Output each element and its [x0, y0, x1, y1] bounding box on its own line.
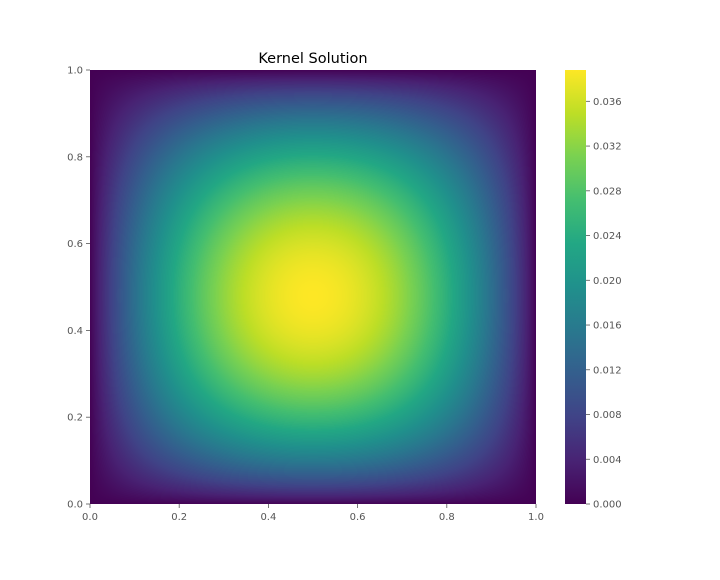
y-tick-label: 0.6	[67, 239, 83, 250]
colorbar-tick-label: 0.032	[593, 142, 622, 153]
colorbar-tick-label: 0.012	[593, 365, 622, 376]
x-tick-label: 1.0	[528, 512, 544, 523]
colorbar-tick-label: 0.036	[593, 97, 622, 108]
y-tick-label: 1.0	[67, 66, 83, 77]
y-axis: 0.0 0.2 0.4 0.6 0.8 1.0	[67, 66, 90, 511]
colorbar-tick-label: 0.016	[593, 321, 622, 332]
heatmap-raster	[90, 70, 536, 504]
x-tick-label: 0.4	[260, 512, 276, 523]
colorbar-tick-label: 0.028	[593, 186, 622, 197]
colorbar-tick-label: 0.000	[593, 500, 622, 511]
y-tick-label: 0.2	[67, 413, 83, 424]
x-tick-label: 0.6	[350, 512, 366, 523]
x-tick-label: 0.8	[439, 512, 455, 523]
y-tick-label: 0.4	[67, 326, 83, 337]
colorbar-tick-label: 0.008	[593, 410, 622, 421]
colorbar-tick-label: 0.024	[593, 231, 622, 242]
x-axis: 0.0 0.2 0.4 0.6 0.8 1.0	[82, 504, 544, 523]
heatmap-area	[90, 70, 536, 504]
x-tick-label: 0.0	[82, 512, 98, 523]
chart-title: Kernel Solution	[258, 51, 367, 67]
x-tick-label: 0.2	[171, 512, 187, 523]
colorbar-axis: 0.000 0.004 0.008 0.012 0.016 0.020 0.024 0.028…	[586, 97, 622, 511]
y-tick-label: 0.8	[67, 152, 83, 163]
y-tick-label: 0.0	[67, 500, 83, 511]
colorbar	[565, 70, 586, 504]
colorbar-tick-label: 0.020	[593, 276, 622, 287]
colorbar-tick-label: 0.004	[593, 455, 622, 466]
